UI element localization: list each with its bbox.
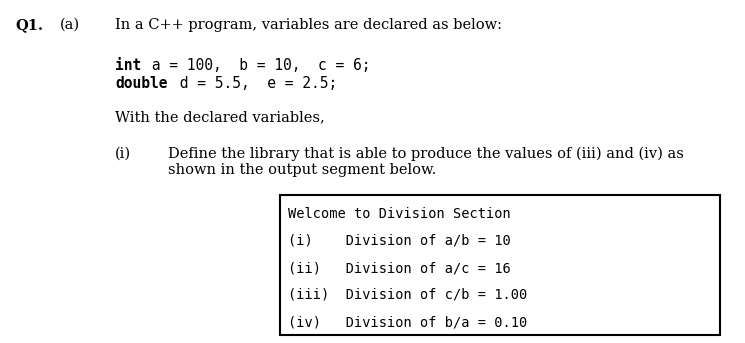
- Text: In a C++ program, variables are declared as below:: In a C++ program, variables are declared…: [115, 18, 502, 32]
- Text: int: int: [115, 58, 142, 73]
- Text: Define the library that is able to produce the values of (iii) and (iv) as: Define the library that is able to produ…: [168, 147, 684, 162]
- Text: With the declared variables,: With the declared variables,: [115, 110, 325, 124]
- Text: Welcome to Division Section: Welcome to Division Section: [288, 207, 511, 221]
- Text: (ii)   Division of a/c = 16: (ii) Division of a/c = 16: [288, 261, 511, 275]
- Text: (iv)   Division of b/a = 0.10: (iv) Division of b/a = 0.10: [288, 315, 527, 329]
- Bar: [280, 195, 720, 335]
- Text: (i)    Division of a/b = 10: (i) Division of a/b = 10: [288, 234, 511, 248]
- Text: d = 5.5,  e = 2.5;: d = 5.5, e = 2.5;: [171, 76, 337, 91]
- Text: Q1.: Q1.: [15, 18, 43, 32]
- Text: (i): (i): [115, 147, 131, 161]
- Text: double: double: [115, 76, 168, 91]
- Text: (iii)  Division of c/b = 1.00: (iii) Division of c/b = 1.00: [288, 288, 527, 302]
- Text: shown in the output segment below.: shown in the output segment below.: [168, 163, 437, 177]
- Text: a = 100,  b = 10,  c = 6;: a = 100, b = 10, c = 6;: [143, 58, 370, 73]
- Text: (a): (a): [60, 18, 80, 32]
